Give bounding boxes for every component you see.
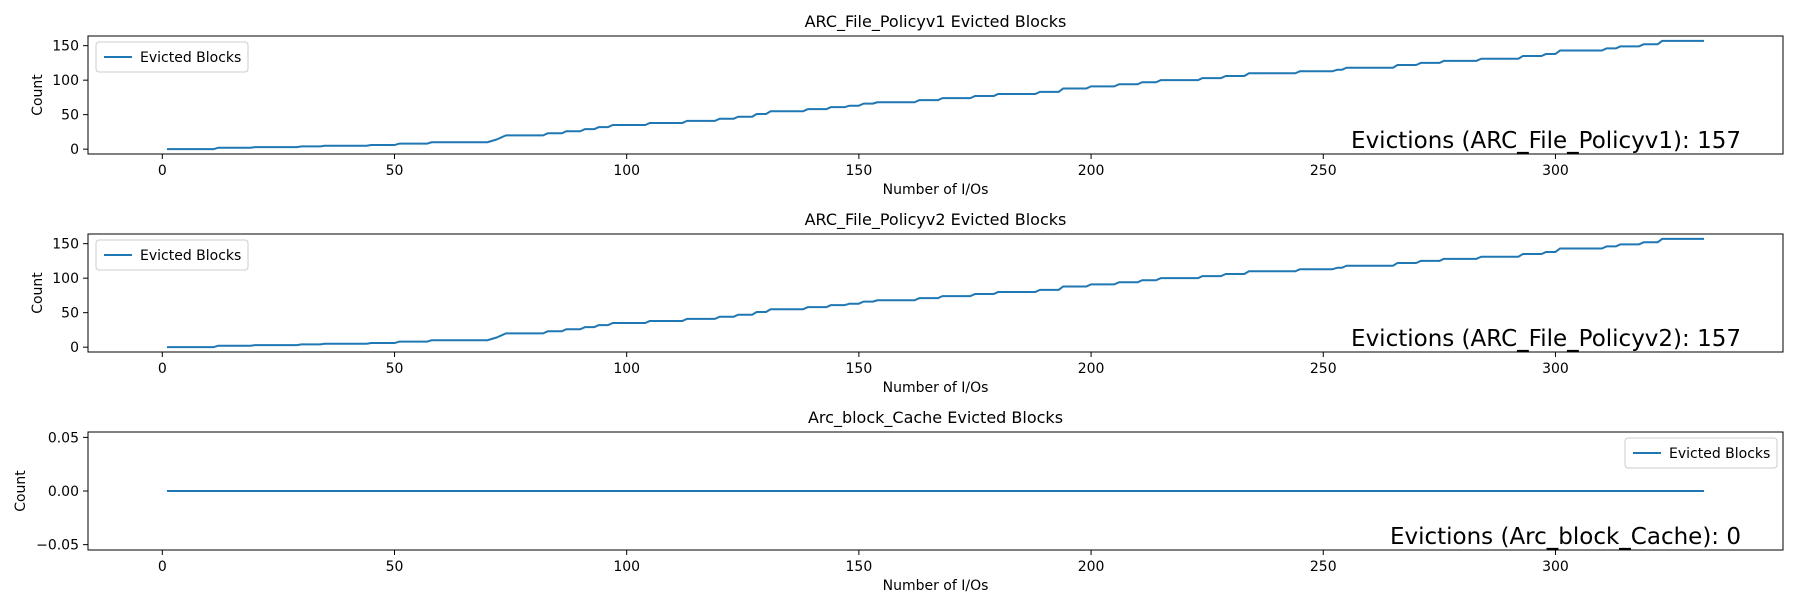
chart-title: ARC_File_Policyv1 Evicted Blocks <box>805 12 1067 32</box>
legend-label: Evicted Blocks <box>140 50 241 66</box>
x-tick-label: 300 <box>1542 361 1569 377</box>
x-tick-label: 200 <box>1078 163 1105 179</box>
x-tick-label: 100 <box>613 163 640 179</box>
evictions-annotation: Evictions (Arc_block_Cache): 0 <box>1390 524 1741 550</box>
subplot-arc-block-cache: Arc_block_Cache Evicted Blocks 0 50 100 150 2… <box>13 408 1784 594</box>
x-tick-label: 150 <box>846 559 873 575</box>
legend-box <box>1624 437 1778 469</box>
y-tick-label: 0.05 <box>48 430 79 446</box>
legend: Evicted Blocks <box>95 239 249 271</box>
subplot-arc-file-policyv1: ARC_File_Policyv1 Evicted Blocks 0 50 100 15… <box>30 12 1784 198</box>
x-axis-label: Number of I/Os <box>883 182 989 198</box>
x-tick-label: 50 <box>386 163 404 179</box>
x-tick-label: 150 <box>846 163 873 179</box>
x-tick-label: 50 <box>386 559 404 575</box>
y-axis-label: Count <box>30 272 46 314</box>
series-line-evicted-blocks <box>166 237 1705 349</box>
x-tick-label: 250 <box>1310 559 1337 575</box>
legend-label: Evicted Blocks <box>1669 446 1770 462</box>
series-line-evicted-blocks <box>166 39 1705 151</box>
y-tick-label: −0.05 <box>36 538 79 554</box>
x-tick-label: 250 <box>1310 361 1337 377</box>
y-axis-label: Count <box>13 470 29 512</box>
y-tick-label: 100 <box>52 73 79 89</box>
legend: Evicted Blocks <box>1624 437 1778 469</box>
x-tick-label: 300 <box>1542 163 1569 179</box>
legend: Evicted Blocks <box>95 41 249 73</box>
legend-label: Evicted Blocks <box>140 248 241 264</box>
y-tick-label: 150 <box>52 39 79 55</box>
x-tick-label: 50 <box>386 361 404 377</box>
x-tick-label: 150 <box>846 361 873 377</box>
y-tick-label: 50 <box>61 306 79 322</box>
legend-box <box>95 239 249 271</box>
y-tick-label: 0.00 <box>48 484 79 500</box>
x-tick-label: 200 <box>1078 559 1105 575</box>
chart-title: Arc_block_Cache Evicted Blocks <box>808 408 1063 428</box>
x-tick-label: 0 <box>158 163 167 179</box>
plot-frame <box>87 35 1784 155</box>
x-tick-label: 0 <box>158 361 167 377</box>
evictions-annotation: Evictions (ARC_File_Policyv1): 157 <box>1351 128 1741 154</box>
x-tick-label: 300 <box>1542 559 1569 575</box>
y-tick-label: 150 <box>52 237 79 253</box>
x-tick-label: 100 <box>613 361 640 377</box>
y-axis-label: Count <box>30 74 46 116</box>
x-tick-label: 0 <box>158 559 167 575</box>
evictions-annotation: Evictions (ARC_File_Policyv2): 157 <box>1351 326 1741 352</box>
x-tick-label: 200 <box>1078 361 1105 377</box>
y-tick-label: 0 <box>70 340 79 356</box>
plot-frame <box>87 233 1784 353</box>
x-tick-label: 100 <box>613 559 640 575</box>
x-tick-label: 250 <box>1310 163 1337 179</box>
subplot-arc-file-policyv2: ARC_File_Policyv2 Evicted Blocks 0 50 100 15… <box>30 210 1784 396</box>
y-tick-label: 100 <box>52 271 79 287</box>
y-tick-label: 50 <box>61 108 79 124</box>
y-tick-label: 0 <box>70 142 79 158</box>
x-axis-label: Number of I/Os <box>883 578 989 594</box>
chart-title: ARC_File_Policyv2 Evicted Blocks <box>805 210 1067 230</box>
legend-box <box>95 41 249 73</box>
x-axis-label: Number of I/Os <box>883 380 989 396</box>
